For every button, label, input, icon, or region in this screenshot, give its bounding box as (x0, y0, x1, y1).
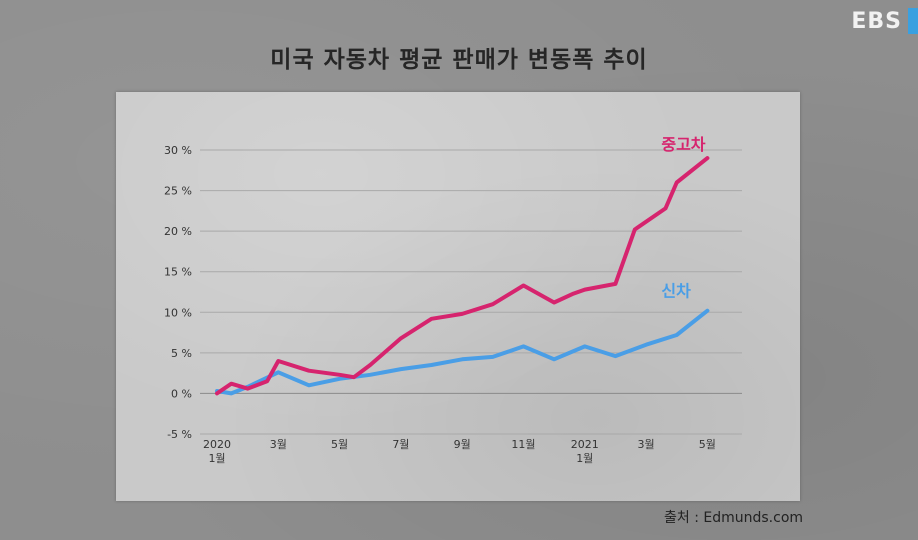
x-tick-label: 2020 (203, 438, 231, 451)
x-tick-label: 9월 (454, 438, 471, 451)
chart-title: 미국 자동차 평균 판매가 변동폭 추이 (270, 47, 648, 73)
x-tick-label: 11월 (511, 438, 535, 451)
series-line-used-car (215, 156, 710, 396)
x-tick-label: 5월 (699, 438, 716, 451)
logo-text: EBS (851, 8, 902, 34)
x-tick-label: 5월 (331, 438, 348, 451)
y-tick-label: -5 % (167, 428, 192, 441)
y-tick-label: 15 % (164, 266, 192, 279)
y-tick-label: 20 % (164, 225, 192, 238)
y-tick-label: 30 % (164, 144, 192, 157)
y-tick-label: 0 % (171, 387, 192, 400)
x-tick-label: 2021 (571, 438, 599, 451)
x-tick-label: 7월 (392, 438, 409, 451)
x-tick-label: 1월 (576, 452, 593, 465)
series-label: 신차 (661, 282, 691, 301)
x-tick-label: 3월 (637, 438, 654, 451)
logo-accent-bar (908, 8, 918, 34)
y-tick-label: 10 % (164, 306, 192, 319)
series-line-new-car (215, 308, 710, 396)
y-tick-label: 25 % (164, 185, 192, 198)
x-tick-label: 1월 (208, 452, 225, 465)
x-tick-label: 3월 (270, 438, 287, 451)
series-label: 중고차 (661, 135, 705, 154)
broadcaster-logo: EBS (851, 8, 918, 34)
source-credit: 출처 : Edmunds.com (664, 510, 804, 526)
y-tick-label: 5 % (171, 347, 192, 360)
chart-panel: -5 % 0 % 5 % 10 % 15 % 20 % 25 % 30 % 2020 1월 3월 5월… (116, 92, 800, 501)
